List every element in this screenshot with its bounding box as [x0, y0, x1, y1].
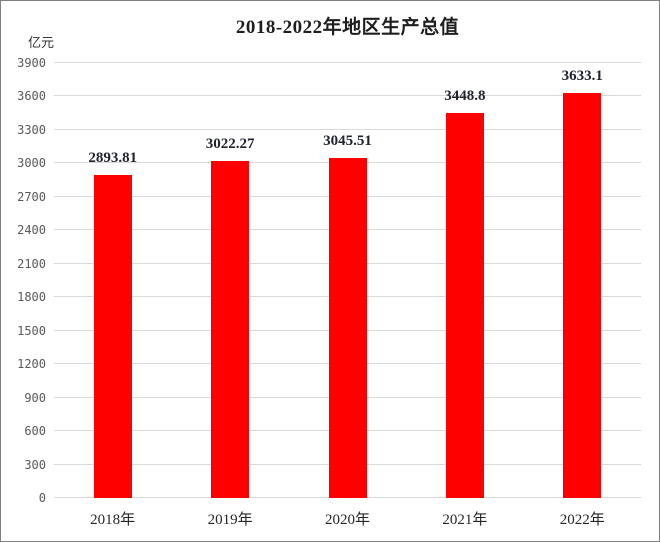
chart-title: 2018-2022年地区生产总值 — [235, 17, 460, 38]
x-tick-label: 2019年 — [207, 512, 253, 528]
y-tick-label: 3900 — [17, 56, 46, 70]
y-tick-label: 1800 — [17, 290, 46, 305]
bar — [211, 160, 250, 498]
bar-value-label: 2893.81 — [88, 150, 138, 167]
bar-value-label: 3045.51 — [323, 133, 372, 150]
bar-value-label: 3022.27 — [205, 135, 255, 152]
y-axis-unit-label: 亿元 — [28, 35, 55, 50]
y-tick-label: 0 — [38, 491, 46, 505]
y-tick-label: 3000 — [17, 156, 46, 171]
y-tick-label: 2400 — [17, 223, 46, 238]
y-tick-label: 1500 — [17, 323, 46, 338]
y-tick-label: 1200 — [17, 357, 46, 372]
x-tick-label: 2021年 — [442, 512, 488, 528]
y-tick-label: 900 — [24, 390, 46, 405]
y-tick-label: 3600 — [17, 89, 46, 104]
y-tick-label: 300 — [24, 457, 46, 472]
gridline — [54, 62, 641, 63]
y-tick-label: 3300 — [17, 122, 46, 137]
plot-area: 0 300 600 900 1200 1500 1800 2100 2400 2700 3000 33… — [17, 56, 641, 528]
bar — [328, 158, 367, 498]
x-tick-label: 2020年 — [324, 512, 371, 528]
bar — [93, 175, 132, 498]
bar-value-label: 3633.1 — [561, 67, 603, 84]
bar — [445, 113, 484, 498]
y-tick-label: 600 — [24, 424, 46, 439]
gridline — [54, 128, 641, 130]
y-tick-label: 2700 — [17, 189, 46, 204]
x-tick-label: 2018年 — [90, 512, 136, 528]
x-tick-label: 2022年 — [559, 512, 605, 528]
gridline — [54, 95, 641, 97]
bar-value-label: 3448.8 — [444, 88, 486, 105]
y-tick-label: 2100 — [17, 256, 46, 271]
bar — [563, 92, 602, 498]
